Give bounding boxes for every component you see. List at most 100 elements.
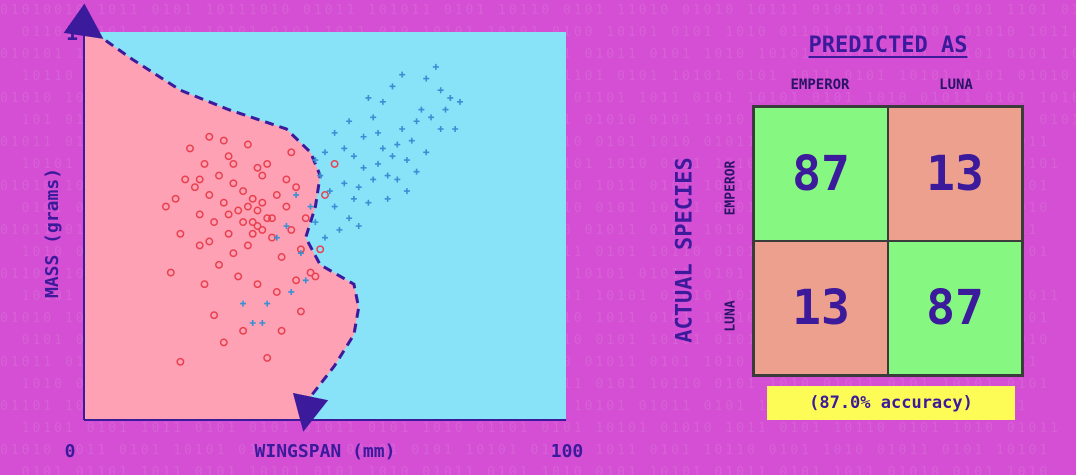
emperor-point-32 [224,152,233,161]
luna-point-16 [346,215,353,222]
x-tick-0: 0 [65,441,76,462]
emperor-point-30 [205,132,214,141]
cell-emperor-luna: 13 [888,107,1022,241]
emperor-point-22 [282,202,291,211]
emperor-point-63 [311,272,320,281]
emperor-point-58 [258,225,267,234]
luna-point-57 [346,118,353,125]
emperor-point-28 [186,144,194,153]
luna-point-7 [370,176,377,183]
emperor-point-20 [272,191,281,199]
emperor-point-9 [219,198,228,207]
luna-point-27 [360,133,367,140]
emperor-point-14 [243,241,252,250]
x-axis-label: WINGSPAN (mm) [255,441,396,462]
col-label-emperor: EMPEROR [790,77,850,93]
emperor-point-12 [234,206,243,215]
luna-point-17 [355,184,362,191]
luna-point-32 [423,75,430,82]
emperor-point-37 [272,288,281,296]
cell-emperor-emperor: 87 [754,107,888,241]
luna-point-8 [379,145,386,152]
luna-point-9 [389,153,396,160]
emperor-point-45 [219,338,228,347]
x-tick-100: 100 [551,441,584,462]
emperor-point-68 [229,159,238,168]
luna-point-21 [394,141,401,148]
scatter-plot: 1 0 100 WINGSPAN (mm) MASS (grams) [42,3,584,462]
emperor-point-59 [330,159,339,168]
emperor-point-7 [210,218,219,227]
emperor-point-56 [253,206,262,215]
luna-point-34 [442,106,449,113]
emperor-point-8 [215,171,223,180]
luna-point-6 [360,164,367,171]
emperor-point-6 [205,191,214,199]
luna-point-23 [413,118,420,125]
luna-point-33 [432,63,439,70]
luna-point-28 [370,114,377,121]
emperor-point-54 [224,210,233,219]
luna-point-29 [379,98,386,105]
confusion-matrix: 87 13 13 87 [752,105,1024,377]
luna-point-40 [283,223,290,229]
luna-point-46 [240,300,247,307]
luna-point-18 [365,199,372,206]
emperor-point-17 [258,171,267,180]
luna-point-55 [384,195,391,202]
emperor-point-46 [263,353,272,362]
luna-point-61 [456,98,463,105]
cell-luna-emperor: 13 [754,241,888,375]
luna-point-0 [297,250,304,257]
emperor-point-23 [287,225,296,234]
luna-point-14 [437,87,444,94]
luna-point-26 [317,172,324,179]
emperor-point-69 [287,148,296,157]
emperor-point-24 [292,183,301,192]
accuracy-badge: (87.0% accuracy) [767,386,1015,420]
emperor-point-16 [253,222,262,230]
luna-point-53 [375,129,382,136]
luna-point-3 [331,203,338,210]
emperor-point-13 [239,187,248,196]
luna-point-30 [389,83,396,90]
emperor-point-55 [243,202,252,211]
luna-point-50 [331,129,338,136]
luna-point-22 [403,157,410,164]
luna-point-31 [399,71,406,78]
emperor-point-51 [258,198,267,207]
decision-boundary [63,3,361,432]
emperor-point-31 [215,260,223,269]
luna-point-41 [273,234,280,241]
y-axis-label: MASS (grams) [42,168,63,298]
emperor-point-2 [181,175,190,184]
emperor-point-10 [224,229,233,238]
luna-point-2 [322,234,328,241]
emperor-point-49 [229,249,238,258]
emperor-point-43 [210,311,219,320]
emperor-point-39 [292,276,301,285]
emperor-point-47 [176,357,185,366]
luna-point-24 [336,226,343,233]
emperor-point-65 [205,237,214,246]
luna-point-60 [437,126,444,132]
emperor-point-48 [253,163,262,172]
emperor-point-18 [263,214,272,223]
emperor-point-11 [229,179,238,188]
emperor-point-67 [219,136,228,145]
emperor-point-52 [268,214,276,223]
emperor-point-1 [171,194,180,203]
emperor-point-42 [200,280,209,289]
cell-luna-luna: 87 [888,241,1022,375]
emperor-point-61 [296,307,305,316]
emperor-point-40 [176,229,185,238]
emperor-point-64 [321,191,329,199]
luna-point-47 [259,320,266,326]
luna-point-39 [293,191,300,198]
luna-point-43 [288,288,295,295]
col-label-luna: LUNA [939,77,973,93]
luna-point-37 [341,145,348,152]
luna-point-56 [394,176,401,183]
emperor-point-27 [306,268,315,277]
emperor-point-53 [239,218,248,227]
